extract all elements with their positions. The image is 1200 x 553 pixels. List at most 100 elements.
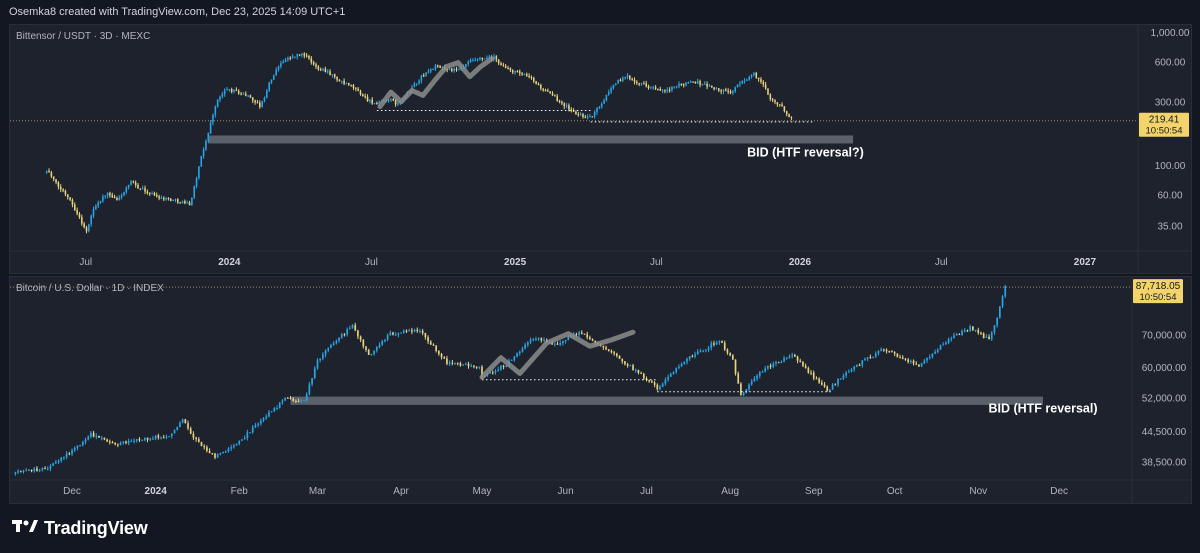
bittensor-candle-body <box>661 90 664 92</box>
bittensor-candle-body <box>561 101 563 104</box>
bitcoin-candle-body <box>834 384 837 386</box>
bittensor-candle-body <box>465 64 467 67</box>
bitcoin-candle-body <box>686 358 688 362</box>
bitcoin-candle-body <box>367 349 370 355</box>
bittensor-candle-body <box>261 101 263 108</box>
bitcoin-candle-body <box>79 445 81 447</box>
bitcoin-candle-body <box>462 364 464 366</box>
bittensor-candle-body <box>732 91 734 94</box>
bitcoin-x-tick-label: Feb <box>231 486 249 497</box>
bittensor-candle-body <box>598 106 601 108</box>
bittensor-candle-body <box>310 58 313 63</box>
bittensor-candle-body <box>209 122 212 134</box>
bitcoin-candle-body <box>373 350 375 354</box>
bittensor-candle-body <box>582 114 584 117</box>
bitcoin-candle-body <box>206 447 208 451</box>
bittensor-candle-body <box>76 210 78 214</box>
bitcoin-chart-canvas[interactable]: 38,500.00 44,500.00 52,000.00 60,000.00 70,0… <box>10 277 1191 503</box>
bitcoin-candle-body <box>866 357 869 359</box>
bittensor-chart-canvas[interactable]: 35.00 60.00 100.00 300.00 600.00 1,000.00 Jul 2… <box>10 25 1191 273</box>
bitcoin-y-tick-label: 52,000.00 <box>1142 394 1187 405</box>
bitcoin-candle-body <box>22 470 25 472</box>
bitcoin-x-tick-label: Aug <box>721 486 739 497</box>
bittensor-candle-body <box>85 227 88 232</box>
bitcoin-candle-body <box>135 439 138 441</box>
bitcoin-candle-body <box>111 442 114 444</box>
bitcoin-candle-body <box>605 347 607 350</box>
bitcoin-candle-body <box>621 358 624 362</box>
bitcoin-candle-body <box>672 372 675 374</box>
bittensor-candle-body <box>109 193 111 196</box>
bitcoin-candle-body <box>416 329 419 332</box>
bittensor-candle-body <box>106 193 109 197</box>
bittensor-candle-body <box>413 83 416 88</box>
bittensor-candle-body <box>565 105 568 107</box>
bittensor-y-tick-label: 1,000.00 <box>1151 28 1190 39</box>
bitcoin-candle-body <box>683 361 686 365</box>
bitcoin-candle-body <box>955 334 958 336</box>
bitcoin-candle-body <box>699 351 702 353</box>
bitcoin-candle-body <box>945 342 947 345</box>
bittensor-candle-body <box>244 93 247 96</box>
bitcoin-candle-body <box>332 343 335 345</box>
bittensor-candle-body <box>596 107 598 113</box>
bitcoin-candle-body <box>14 472 17 474</box>
bittensor-candle-body <box>500 63 502 66</box>
bittensor-candle-body <box>535 81 537 85</box>
bitcoin-candle-body <box>222 451 224 454</box>
bittensor-x-tick-label: 2026 <box>789 257 812 268</box>
tradingview-logo[interactable]: TradingView <box>12 515 148 541</box>
bitcoin-candle-body <box>958 334 961 336</box>
bitcoin-candle-body <box>874 353 877 357</box>
bitcoin-candle-body <box>721 341 723 343</box>
bitcoin-candle-body <box>688 356 691 359</box>
bitcoin-candle-body <box>141 440 144 442</box>
bittensor-candle-body <box>336 76 338 80</box>
bittensor-x-tick-label: Jul <box>650 257 663 268</box>
bitcoin-candle-body <box>316 360 319 369</box>
bitcoin-y-tick-label: 38,500.00 <box>1142 458 1187 469</box>
bitcoin-candle-body <box>384 339 386 342</box>
bitcoin-candle-body <box>68 453 71 455</box>
bitcoin-candle-body <box>936 349 939 352</box>
bittensor-candle-body <box>600 103 603 107</box>
bitcoin-candle-body <box>602 346 605 348</box>
bittensor-candle-body <box>729 91 732 94</box>
bittensor-candle-body <box>497 59 500 64</box>
bitcoin-candle-body <box>192 433 195 438</box>
bittensor-chart-pane[interactable]: 35.00 60.00 100.00 300.00 600.00 1,000.00 Jul 2… <box>9 24 1192 274</box>
bitcoin-last-price-label: 87,718.05 <box>1136 281 1181 292</box>
bitcoin-candle-body <box>440 354 443 358</box>
bitcoin-candle-body <box>268 412 270 417</box>
bittensor-candle-body <box>640 83 643 85</box>
bittensor-candle-body <box>181 201 184 204</box>
bitcoin-candle-body <box>502 365 505 367</box>
bitcoin-candle-body <box>286 397 289 399</box>
bittensor-candle-body <box>200 156 203 167</box>
bitcoin-candle-body <box>60 457 63 461</box>
bittensor-candle-body <box>373 103 376 105</box>
bittensor-candle-body <box>202 149 205 157</box>
bittensor-candle-body <box>603 100 605 104</box>
bittensor-candle-body <box>48 170 50 173</box>
bitcoin-candle-body <box>818 378 820 383</box>
bittensor-candle-body <box>633 79 636 82</box>
bitcoin-x-tick-label: 2024 <box>145 486 168 497</box>
bitcoin-candle-body <box>616 353 618 356</box>
bittensor-candle-body <box>57 182 60 187</box>
bitcoin-candle-body <box>510 359 513 361</box>
bitcoin-candle-body <box>308 384 311 395</box>
bittensor-candle-body <box>741 81 744 84</box>
bitcoin-chart-pane[interactable]: 38,500.00 44,500.00 52,000.00 60,000.00 70,0… <box>9 276 1192 504</box>
bitcoin-candle-body <box>52 463 55 466</box>
bitcoin-candle-body <box>777 362 780 364</box>
bitcoin-candle-body <box>146 437 149 440</box>
bitcoin-candle-body <box>864 358 866 361</box>
bittensor-candle-body <box>64 190 67 195</box>
bitcoin-candle-body <box>394 334 397 336</box>
bitcoin-candle-body <box>642 373 645 379</box>
bittensor-candle-body <box>289 57 292 59</box>
bittensor-candle-body <box>268 82 270 91</box>
bitcoin-candle-body <box>556 343 559 345</box>
bitcoin-candle-body <box>815 378 818 380</box>
